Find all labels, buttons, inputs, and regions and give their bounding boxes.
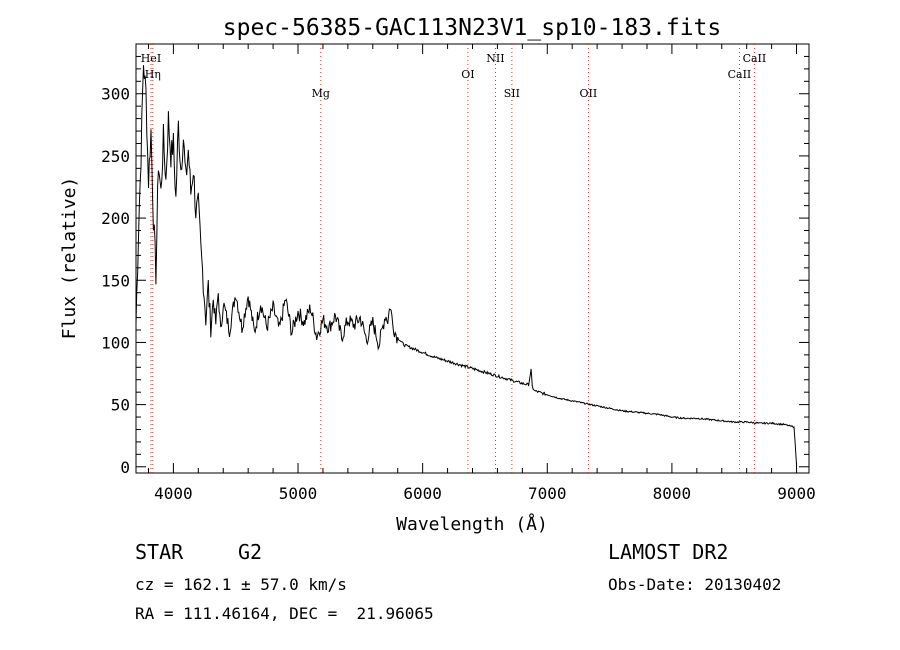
marker-label-3: OI	[461, 68, 474, 81]
y-tick-label-4: 200	[101, 209, 130, 228]
plot-frame	[135, 43, 810, 474]
chart-title: spec-56385-GAC113N23V1_sp10-183.fits	[223, 15, 722, 41]
marker-label-7: CaII	[728, 68, 752, 81]
axis-ticks: 4000 5000 6000 7000 8000 9000 0 50 100 150 200 250 3…	[101, 44, 816, 503]
y-tick-label-2: 100	[101, 333, 130, 352]
marker-label-5: SII	[504, 87, 520, 100]
object-subclass: G2	[238, 540, 263, 564]
x-tick-label-0: 4000	[154, 484, 193, 503]
y-axis-label: Flux (relative)	[59, 177, 80, 340]
x-axis-label: Wavelength (Å)	[396, 513, 548, 535]
marker-label-4: NII	[486, 52, 504, 65]
spectrum-series	[135, 65, 797, 465]
marker-label-2: Mg	[312, 87, 330, 100]
x-tick-label-4: 8000	[653, 484, 692, 503]
x-tick-label-3: 7000	[528, 484, 567, 503]
cz-value: cz = 162.1 ± 57.0 km/s	[135, 575, 347, 594]
survey-name: LAMOST DR2	[608, 540, 729, 564]
x-tick-label-1: 5000	[279, 484, 318, 503]
obs-date: Obs-Date: 20130402	[608, 575, 782, 594]
y-tick-label-6: 300	[101, 85, 130, 104]
x-tick-label-5: 9000	[777, 484, 816, 503]
emission-line-markers: HeI Hη Mg OI NII SII OII CaII CaII	[141, 44, 767, 473]
marker-label-8: CaII	[743, 52, 767, 65]
y-tick-label-5: 250	[101, 147, 130, 166]
y-tick-label-3: 150	[101, 271, 130, 290]
object-type: STAR	[135, 540, 184, 564]
x-tick-label-2: 6000	[403, 484, 442, 503]
y-tick-label-1: 50	[111, 396, 130, 415]
y-tick-label-0: 0	[120, 458, 130, 477]
marker-label-1: Hη	[145, 68, 161, 81]
marker-label-6: OII	[580, 87, 598, 100]
spectrum-line-0	[135, 65, 797, 465]
coordinates: RA = 111.46164, DEC = 21.96065	[135, 604, 434, 623]
marker-label-0: HeI	[141, 52, 161, 65]
